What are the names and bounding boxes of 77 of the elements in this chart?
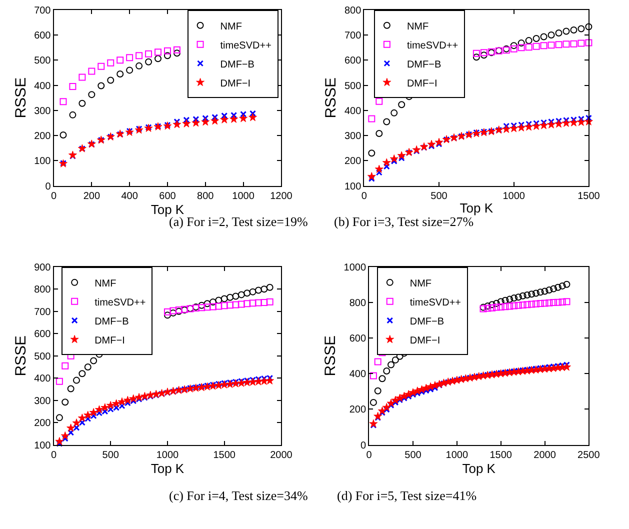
x-tick-label: 400 bbox=[121, 190, 138, 202]
y-tick-label: 800 bbox=[34, 284, 52, 296]
y-tick-label: 600 bbox=[34, 329, 52, 340]
text: (c) For i=4, Test size=34% bbox=[169, 488, 308, 503]
x-axis-title: Top K bbox=[460, 200, 494, 216]
y-tick-label: 900 bbox=[34, 262, 52, 274]
text: (d) For i=5, Test size=41% bbox=[337, 488, 477, 503]
y-tick-label: 1000 bbox=[344, 262, 366, 274]
x-tick-label: 2000 bbox=[270, 450, 293, 461]
y-tick-label: 300 bbox=[34, 396, 52, 407]
y-tick-label: 600 bbox=[349, 334, 366, 345]
x-tick-label: 1000 bbox=[156, 450, 180, 461]
legend-label: timeSVD++ bbox=[94, 297, 146, 308]
legend-label: NMF bbox=[406, 21, 429, 32]
y-tick-label: 200 bbox=[34, 418, 52, 430]
y-tick-label: 800 bbox=[344, 5, 362, 16]
y-axis-title: RSSE bbox=[322, 335, 340, 376]
y-tick-label: 600 bbox=[344, 56, 362, 67]
y-tick-label: 100 bbox=[34, 156, 52, 168]
y-axis-title: RSSE bbox=[12, 335, 30, 376]
legend-label: timeSVD++ bbox=[410, 297, 462, 308]
y-tick-label: 300 bbox=[34, 106, 52, 117]
x-tick-label: 2500 bbox=[578, 450, 600, 461]
legend-label: timeSVD++ bbox=[406, 40, 458, 52]
x-tick-label: 1000 bbox=[232, 190, 255, 202]
y-tick-label: 700 bbox=[34, 306, 52, 318]
legend-label: timeSVD++ bbox=[220, 40, 272, 52]
y-tick-label: 400 bbox=[349, 369, 366, 380]
y-tick-label: 400 bbox=[34, 80, 52, 92]
x-tick-label: 500 bbox=[430, 190, 448, 202]
x-tick-label: 1500 bbox=[578, 190, 600, 202]
y-tick-label: 200 bbox=[344, 156, 362, 168]
y-tick-label: 0 bbox=[45, 181, 52, 192]
x-tick-label: 200 bbox=[83, 190, 100, 202]
legend-label: NMF bbox=[410, 278, 432, 290]
y-tick-label: 600 bbox=[34, 30, 52, 42]
legend-label: DMF−B bbox=[220, 59, 255, 70]
x-tick-label: 600 bbox=[159, 190, 176, 202]
y-tick-label: 700 bbox=[344, 30, 362, 42]
x-tick-label: 2000 bbox=[534, 450, 556, 461]
y-tick-label: 700 bbox=[34, 5, 52, 16]
y-tick-label: 300 bbox=[344, 131, 362, 142]
legend-label: NMF bbox=[94, 278, 116, 290]
x-tick-label: 500 bbox=[102, 450, 120, 461]
x-tick-label: 1000 bbox=[446, 450, 468, 461]
x-tick-label: 800 bbox=[197, 190, 214, 202]
text: (a) For i=2, Test size=19% bbox=[169, 214, 308, 229]
x-tick-label: 1500 bbox=[490, 450, 512, 461]
x-tick-label: 1000 bbox=[502, 190, 526, 202]
x-tick-label: 500 bbox=[404, 450, 422, 461]
x-tick-label: 1500 bbox=[213, 450, 236, 461]
x-axis-title: Top K bbox=[462, 460, 496, 476]
legend-label: NMF bbox=[220, 21, 242, 32]
y-axis-title: RSSE bbox=[322, 77, 340, 118]
y-axis-title: RSSE bbox=[12, 77, 30, 118]
legend-label: DMF−B bbox=[94, 316, 130, 328]
legend-label: DMF−I bbox=[220, 78, 251, 90]
x-axis-title: Top K bbox=[150, 202, 184, 217]
y-tick-label: 800 bbox=[349, 298, 366, 309]
y-tick-label: 100 bbox=[34, 440, 52, 452]
y-tick-label: 500 bbox=[344, 80, 362, 92]
y-tick-label: 500 bbox=[34, 56, 52, 67]
y-tick-label: 0 bbox=[360, 440, 366, 452]
legend-label: DMF−I bbox=[410, 335, 440, 346]
legend-label: DMF−I bbox=[94, 335, 125, 346]
y-tick-label: 400 bbox=[34, 374, 52, 385]
y-tick-label: 200 bbox=[349, 404, 366, 416]
x-axis-title: Top K bbox=[150, 460, 184, 476]
y-tick-label: 400 bbox=[344, 106, 362, 117]
legend-label: DMF−I bbox=[406, 78, 438, 90]
y-tick-label: 200 bbox=[34, 131, 52, 142]
x-tick-label: 1200 bbox=[270, 190, 293, 202]
y-tick-label: 100 bbox=[344, 181, 362, 192]
y-tick-label: 500 bbox=[34, 351, 52, 362]
legend-label: DMF−B bbox=[406, 59, 442, 70]
text: (b) For i=3, Test size=27% bbox=[334, 214, 474, 229]
legend-label: DMF−B bbox=[410, 316, 444, 328]
